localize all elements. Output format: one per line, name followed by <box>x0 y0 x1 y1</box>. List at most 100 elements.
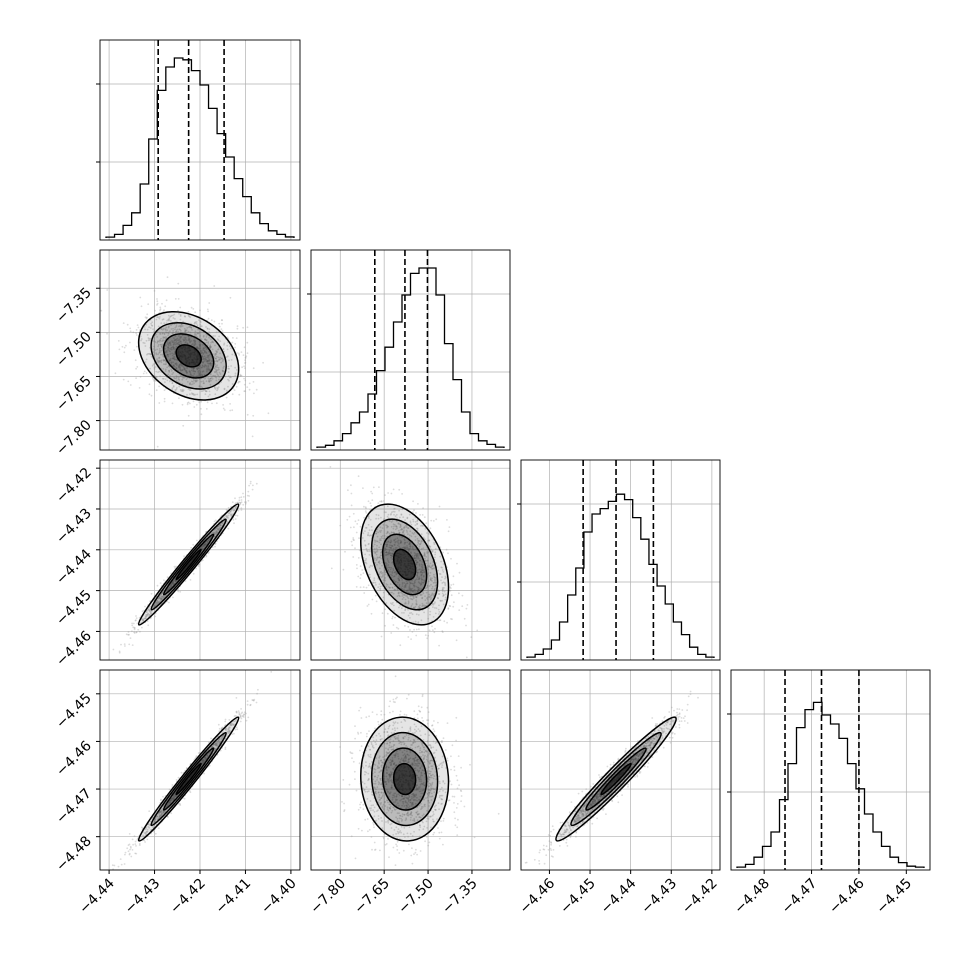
data-point <box>128 853 131 856</box>
data-point <box>215 532 218 535</box>
data-point <box>162 368 165 370</box>
data-point <box>224 737 227 740</box>
data-point <box>179 306 182 309</box>
data-point <box>416 590 419 593</box>
data-point <box>204 393 207 396</box>
data-point <box>167 343 170 345</box>
data-point <box>192 369 195 372</box>
data-point <box>175 779 178 781</box>
data-point <box>367 515 370 518</box>
data-point <box>172 583 175 585</box>
data-point <box>206 754 209 757</box>
data-point <box>171 797 173 800</box>
data-point <box>196 367 199 370</box>
data-point <box>206 541 209 544</box>
data-point <box>429 613 431 616</box>
data-point <box>231 393 234 396</box>
data-point <box>378 583 381 585</box>
data-point <box>216 528 219 530</box>
data-point <box>202 343 204 346</box>
data-point <box>412 520 415 523</box>
data-point <box>199 345 201 347</box>
data-point <box>174 328 176 331</box>
data-point <box>217 356 220 359</box>
data-point <box>243 711 246 714</box>
data-point <box>431 565 433 568</box>
data-point <box>190 380 193 383</box>
data-point <box>369 576 371 579</box>
data-point <box>396 537 399 540</box>
data-point <box>192 370 195 373</box>
data-point <box>181 403 184 406</box>
data-point <box>205 544 207 547</box>
data-point <box>204 389 207 392</box>
data-point <box>238 496 241 499</box>
data-point <box>216 360 219 363</box>
data-point <box>215 351 218 354</box>
data-point <box>222 370 224 372</box>
data-point <box>204 357 207 359</box>
data-point <box>236 352 239 354</box>
data-point <box>201 759 203 762</box>
data-point <box>130 847 132 849</box>
contour-3 <box>137 311 240 401</box>
data-point <box>368 566 371 569</box>
data-point <box>155 376 158 378</box>
data-point <box>237 509 240 512</box>
panel-content <box>311 460 510 660</box>
data-point <box>207 362 209 365</box>
data-point <box>175 375 178 377</box>
data-point <box>371 499 374 502</box>
data-point <box>202 352 204 354</box>
data-point <box>215 742 218 745</box>
data-point <box>172 348 175 351</box>
data-point <box>187 401 190 404</box>
data-point <box>169 799 172 802</box>
data-point <box>221 737 224 739</box>
data-point <box>401 508 404 511</box>
data-point <box>137 628 140 631</box>
data-point <box>228 359 230 362</box>
data-point <box>192 368 195 370</box>
data-point <box>158 357 160 359</box>
data-point <box>218 526 221 528</box>
data-point <box>159 811 162 814</box>
data-point <box>246 326 249 329</box>
data-point <box>193 343 196 346</box>
data-point <box>182 390 184 393</box>
data-point <box>224 728 227 731</box>
data-point <box>374 581 377 584</box>
data-point <box>207 377 210 379</box>
data-point <box>163 596 166 598</box>
data-point <box>244 361 247 364</box>
data-point <box>190 306 193 309</box>
data-point <box>151 606 154 609</box>
data-point <box>169 801 172 804</box>
data-point <box>379 556 381 558</box>
data-point <box>170 584 173 587</box>
data-point <box>133 349 136 351</box>
data-point <box>231 501 234 504</box>
data-point <box>246 700 249 702</box>
data-point <box>174 342 176 344</box>
data-point <box>217 723 220 726</box>
data-point <box>408 513 411 516</box>
data-point <box>404 625 406 627</box>
data-point <box>138 616 141 619</box>
data-point <box>173 337 175 339</box>
data-point <box>205 341 208 344</box>
data-point <box>212 335 215 337</box>
data-point <box>159 810 162 813</box>
data-point <box>165 363 168 366</box>
data-point <box>387 553 389 556</box>
data-point <box>193 382 196 385</box>
data-point <box>229 723 232 726</box>
data-point <box>178 338 181 341</box>
data-point <box>143 342 146 344</box>
data-point <box>412 500 414 503</box>
data-point <box>167 588 170 591</box>
data-point <box>176 364 178 367</box>
data-point <box>203 544 206 546</box>
data-point <box>391 532 393 534</box>
data-point <box>183 797 186 800</box>
